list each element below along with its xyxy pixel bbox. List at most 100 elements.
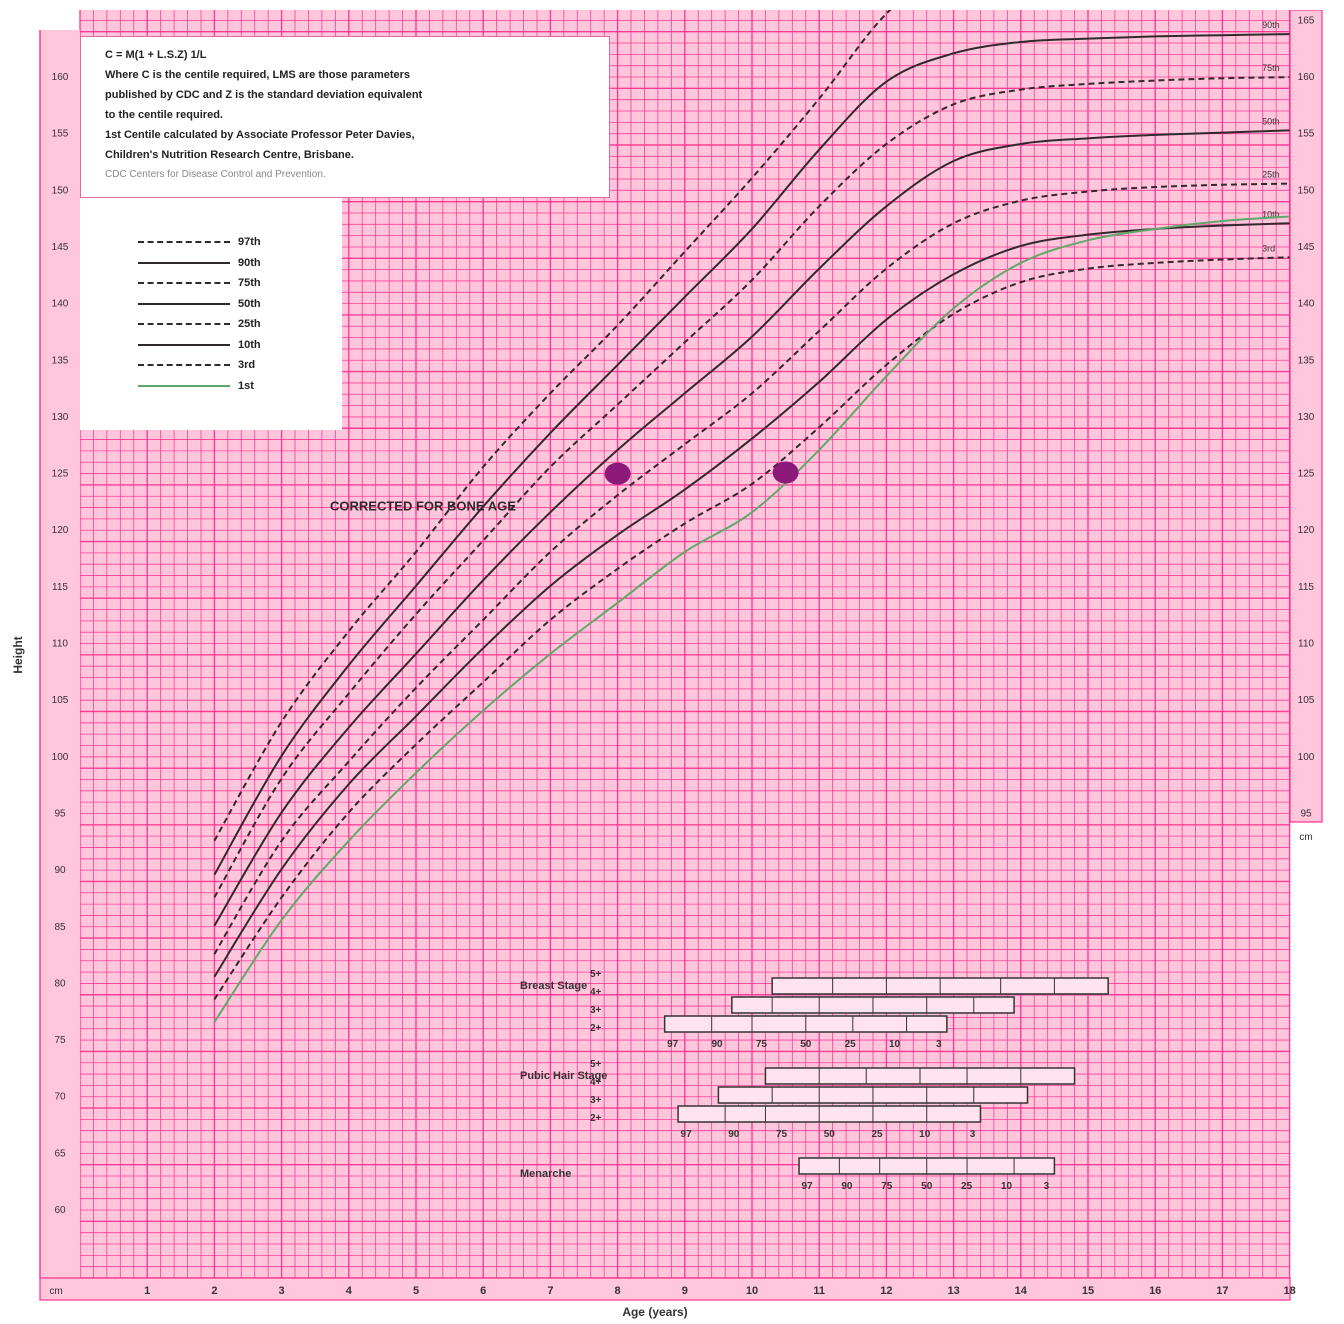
left-margin-strip — [40, 30, 80, 1278]
tanner-centile-label: 90 — [841, 1181, 853, 1192]
y-tick-label: 65 — [54, 1148, 66, 1159]
tanner-stage-label: 5+ — [590, 969, 602, 980]
legend-swatch — [138, 384, 230, 387]
centile-end-label: 3rd — [1262, 243, 1275, 253]
tanner-centile-label: 10 — [919, 1129, 931, 1140]
right-y-tick-label: 140 — [1298, 299, 1315, 310]
y-tick-label: 115 — [52, 582, 68, 593]
bone-age-annotation: CORRECTED FOR BONE AGE — [330, 499, 516, 514]
x-tick-label: 16 — [1149, 1285, 1161, 1297]
right-y-tick-label: 150 — [1298, 185, 1315, 196]
formula-line: published by CDC and Z is the standard d… — [105, 89, 423, 101]
centile-line-25th — [213, 182, 1290, 955]
tanner-centile-label: 25 — [845, 1039, 857, 1050]
tanner-centile-label: 97 — [681, 1129, 693, 1140]
tanner-centile-label: 3 — [1044, 1181, 1050, 1192]
tanner-centile-label: 75 — [776, 1129, 788, 1140]
tanner-centile-label: 50 — [921, 1181, 933, 1192]
x-tick-label: 4 — [346, 1285, 353, 1297]
right-y-tick-label: 130 — [1298, 412, 1315, 423]
tanner-centile-label: 25 — [961, 1181, 973, 1192]
y-tick-label: 90 — [54, 865, 66, 876]
y-tick-label: 75 — [54, 1035, 66, 1046]
formula-note: C = M(1 + L.S.Z) 1/L Where C is the cent… — [80, 36, 610, 198]
tanner-stage-label: 3+ — [590, 1095, 602, 1106]
y-tick-label: 130 — [52, 412, 69, 423]
centile-line-97th — [213, 0, 904, 842]
legend-item: 97th — [138, 232, 261, 252]
tanner-centile-label: 75 — [881, 1181, 893, 1192]
right-y-tick-label: 105 — [1298, 695, 1315, 706]
tanner-group-label: Menarche — [520, 1168, 571, 1180]
right-y-tick-label: 125 — [1298, 469, 1315, 480]
centile-line-50th — [213, 129, 1290, 927]
source-credit: CDC Centers for Disease Control and Prev… — [105, 169, 326, 180]
tanner-centile-label: 50 — [824, 1129, 836, 1140]
y-tick-label: 70 — [54, 1092, 66, 1103]
y-tick-label: 60 — [54, 1205, 66, 1216]
tanner-centile-label: 25 — [871, 1129, 883, 1140]
tanner-stage-label: 4+ — [590, 1077, 602, 1088]
y-tick-label: 100 — [52, 752, 69, 763]
right-y-tick-label: 110 — [1298, 639, 1314, 650]
legend-label: 90th — [238, 256, 261, 269]
centile-line-1st — [213, 215, 1290, 1023]
x-tick-label: 14 — [1015, 1285, 1028, 1297]
x-tick-label: 6 — [480, 1285, 486, 1297]
unit-label: cm — [49, 1286, 62, 1297]
x-tick-label: 2 — [211, 1285, 217, 1297]
x-tick-label: 12 — [880, 1285, 892, 1297]
centile-line-90th — [213, 33, 1290, 876]
centile-end-label: 90th — [1262, 20, 1280, 30]
legend-swatch — [138, 302, 230, 305]
y-tick-label: 150 — [52, 185, 69, 196]
x-tick-label: 17 — [1216, 1285, 1228, 1297]
top-margin — [0, 0, 1344, 10]
right-y-tick-label: 135 — [1298, 355, 1315, 366]
x-tick-label: 3 — [279, 1285, 285, 1297]
legend-item: 50th — [138, 294, 261, 314]
x-tick-label: 18 — [1283, 1285, 1295, 1297]
y-tick-label: 80 — [54, 978, 66, 989]
y-tick-label: 140 — [52, 299, 69, 310]
x-axis-label: Age (years) — [622, 1305, 687, 1319]
centile-lines: 90th 75th 50th 25th 10th 3rd — [0, 0, 1344, 1023]
legend-swatch — [138, 241, 230, 243]
y-tick-label: 160 — [52, 72, 69, 83]
formula-line: C = M(1 + L.S.Z) 1/L — [105, 49, 207, 61]
right-y-tick-label: 155 — [1298, 129, 1315, 140]
centile-end-label: 50th — [1262, 116, 1280, 126]
measurement-point — [772, 461, 799, 484]
y-tick-label: 120 — [52, 525, 69, 536]
x-tick-label: 7 — [547, 1285, 553, 1297]
tanner-centile-label: 3 — [936, 1039, 942, 1050]
x-tick-label: 5 — [413, 1285, 419, 1297]
grid — [39, 9, 1323, 1301]
axes: 6065707580859095100105110115120125130135… — [49, 15, 1314, 1297]
tanner-centile-label: 90 — [711, 1039, 723, 1050]
legend-item: 10th — [138, 335, 261, 355]
right-y-tick-label: 115 — [1298, 582, 1314, 593]
legend-label: 1st — [238, 379, 254, 392]
tanner-stage-label: 2+ — [590, 1023, 602, 1034]
legend-item: 25th — [138, 314, 261, 334]
x-tick-label: 11 — [813, 1285, 825, 1297]
tanner-centile-label: 90 — [728, 1129, 740, 1140]
tanner-centile-label: 10 — [889, 1039, 901, 1050]
tanner-group-label: Pubic Hair Stage — [520, 1070, 607, 1082]
right-y-tick-label: 160 — [1298, 72, 1315, 83]
legend-label: 10th — [238, 338, 261, 351]
legend-item: 3rd — [138, 355, 255, 375]
tanner-stage-label: 4+ — [590, 987, 602, 998]
legend-item: 1st — [138, 376, 254, 396]
bottom-margin-strip — [39, 1277, 1291, 1301]
legend-label: 75th — [238, 277, 261, 289]
legend-item: 90th — [138, 253, 261, 273]
y-tick-label: 85 — [54, 922, 66, 933]
tanner-centile-label: 50 — [800, 1039, 812, 1050]
y-tick-label: 110 — [52, 639, 68, 650]
y-tick-label: 135 — [52, 355, 69, 366]
centile-end-label: 10th — [1262, 209, 1280, 219]
